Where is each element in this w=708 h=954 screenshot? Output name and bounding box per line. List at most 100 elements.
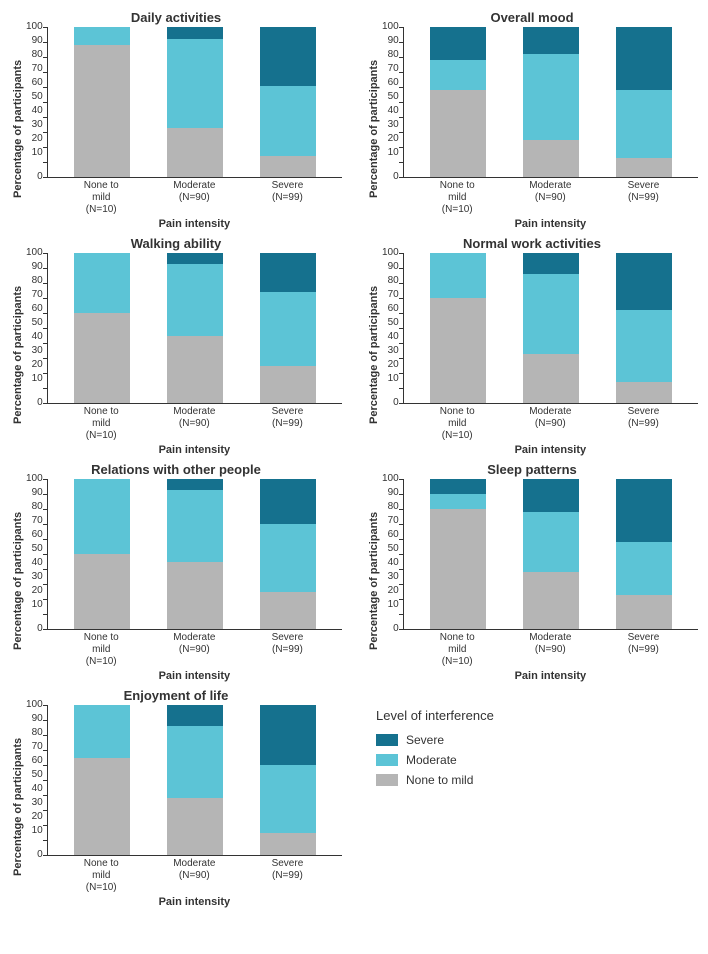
plot-area xyxy=(403,479,698,630)
bar-segment-none-mild xyxy=(167,336,223,404)
bar-segment-none-mild xyxy=(430,509,486,629)
bar-segment-moderate xyxy=(260,765,316,833)
bar-segment-none-mild xyxy=(260,156,316,177)
bar-segment-moderate xyxy=(523,54,579,140)
stacked-bar xyxy=(616,27,672,177)
bar-segment-severe xyxy=(167,479,223,490)
x-axis-label: Pain intensity xyxy=(47,218,342,230)
chart-panel: Daily activitiesPercentage of participan… xyxy=(10,10,342,230)
x-tick-labels: None to mild(N=10)Moderate(N=90)Severe(N… xyxy=(403,630,698,668)
stacked-bar xyxy=(616,253,672,403)
bar-segment-none-mild xyxy=(74,45,130,177)
bar-segment-severe xyxy=(260,705,316,765)
bar-segment-severe xyxy=(523,253,579,274)
bar-segment-moderate xyxy=(616,542,672,595)
y-axis-label: Percentage of participants xyxy=(10,253,26,456)
bar-segment-none-mild xyxy=(523,140,579,178)
stacked-bar xyxy=(74,27,130,177)
plot-area xyxy=(47,705,342,856)
stacked-bar xyxy=(74,253,130,403)
bar-segment-severe xyxy=(523,27,579,54)
bar-segment-moderate xyxy=(74,253,130,313)
bar-segment-moderate xyxy=(523,274,579,354)
bar-segment-moderate xyxy=(260,86,316,157)
legend-item: Moderate xyxy=(376,753,688,767)
plot-area xyxy=(403,253,698,404)
bar-segment-moderate xyxy=(430,253,486,298)
bar-segment-severe xyxy=(167,705,223,726)
bar-segment-none-mild xyxy=(260,833,316,856)
y-axis-label: Percentage of participants xyxy=(366,479,382,682)
bar-segment-none-mild xyxy=(616,595,672,630)
bar-segment-severe xyxy=(523,479,579,512)
legend-item: None to mild xyxy=(376,773,688,787)
bar-segment-none-mild xyxy=(74,758,130,856)
bar-segment-moderate xyxy=(167,264,223,336)
bar-segment-none-mild xyxy=(167,562,223,630)
plot-area xyxy=(47,253,342,404)
stacked-bar xyxy=(167,253,223,403)
y-axis-label: Percentage of participants xyxy=(10,479,26,682)
bar-segment-severe xyxy=(430,27,486,60)
bar-segment-severe xyxy=(260,27,316,86)
panel-title: Normal work activities xyxy=(366,236,698,251)
bar-segment-severe xyxy=(616,27,672,90)
chart-grid: Daily activities Percentage of participan… xyxy=(10,10,698,908)
stacked-bar xyxy=(430,479,486,629)
bar-segment-moderate xyxy=(260,292,316,366)
bar-segment-none-mild xyxy=(616,158,672,178)
bar-segment-none-mild xyxy=(616,382,672,403)
bar-segment-moderate xyxy=(74,705,130,758)
x-axis-label: Pain intensity xyxy=(47,670,342,682)
stacked-bar xyxy=(167,705,223,855)
bar-segment-moderate xyxy=(167,490,223,562)
y-axis-label: Percentage of participants xyxy=(10,705,26,908)
bar-segment-none-mild xyxy=(260,366,316,404)
x-tick-labels: None to mild(N=10)Moderate(N=90)Severe(N… xyxy=(47,404,342,442)
bar-segment-severe xyxy=(616,479,672,542)
chart-panel: Walking ability Percentage of participant… xyxy=(10,236,342,456)
stacked-bar xyxy=(167,479,223,629)
x-axis-label: Pain intensity xyxy=(403,670,698,682)
panel-title: Sleep patterns xyxy=(366,462,698,477)
legend-item: Severe xyxy=(376,733,688,747)
bar-segment-moderate xyxy=(616,90,672,158)
x-tick-labels: None to mild(N=10)Moderate(N=90)Severe(N… xyxy=(47,178,342,216)
panel-title: Relations with other people xyxy=(10,462,342,477)
bar-segment-moderate xyxy=(74,479,130,554)
legend-swatch xyxy=(376,754,398,766)
stacked-bar xyxy=(430,27,486,177)
legend-label: Moderate xyxy=(406,753,457,767)
bar-segment-none-mild xyxy=(167,128,223,178)
plot-area xyxy=(47,479,342,630)
y-axis-label: Percentage of participants xyxy=(366,27,382,230)
panel-title: Enjoyment of life xyxy=(10,688,342,703)
chart-panel: Enjoyment of life Percentage of participa… xyxy=(10,688,342,908)
bar-segment-none-mild xyxy=(523,572,579,629)
bar-segment-moderate xyxy=(167,726,223,798)
stacked-bar xyxy=(260,27,316,177)
stacked-bar xyxy=(167,27,223,177)
bar-segment-moderate xyxy=(523,512,579,572)
chart-panel: Relations with other people Percentage of… xyxy=(10,462,342,682)
bar-segment-none-mild xyxy=(260,592,316,630)
y-axis-label: Percentage of participants xyxy=(366,253,382,456)
panel-title: Overall mood xyxy=(366,10,698,25)
bar-segment-severe xyxy=(167,253,223,264)
bar-segment-severe xyxy=(260,253,316,292)
panel-title: Walking ability xyxy=(10,236,342,251)
bar-segment-none-mild xyxy=(74,313,130,403)
stacked-bar xyxy=(616,479,672,629)
legend-label: Severe xyxy=(406,733,444,747)
x-tick-labels: None to mild(N=10)Moderate(N=90)Severe(N… xyxy=(47,630,342,668)
stacked-bar xyxy=(74,479,130,629)
legend-label: None to mild xyxy=(406,773,473,787)
x-tick-labels: None to mild(N=10)Moderate(N=90)Severe(N… xyxy=(403,404,698,442)
legend-swatch xyxy=(376,774,398,786)
stacked-bar xyxy=(523,479,579,629)
bar-segment-none-mild xyxy=(74,554,130,629)
panel-title: Daily activities xyxy=(10,10,342,25)
plot-area xyxy=(403,27,698,178)
x-axis-label: Pain intensity xyxy=(403,444,698,456)
stacked-bar xyxy=(260,705,316,855)
